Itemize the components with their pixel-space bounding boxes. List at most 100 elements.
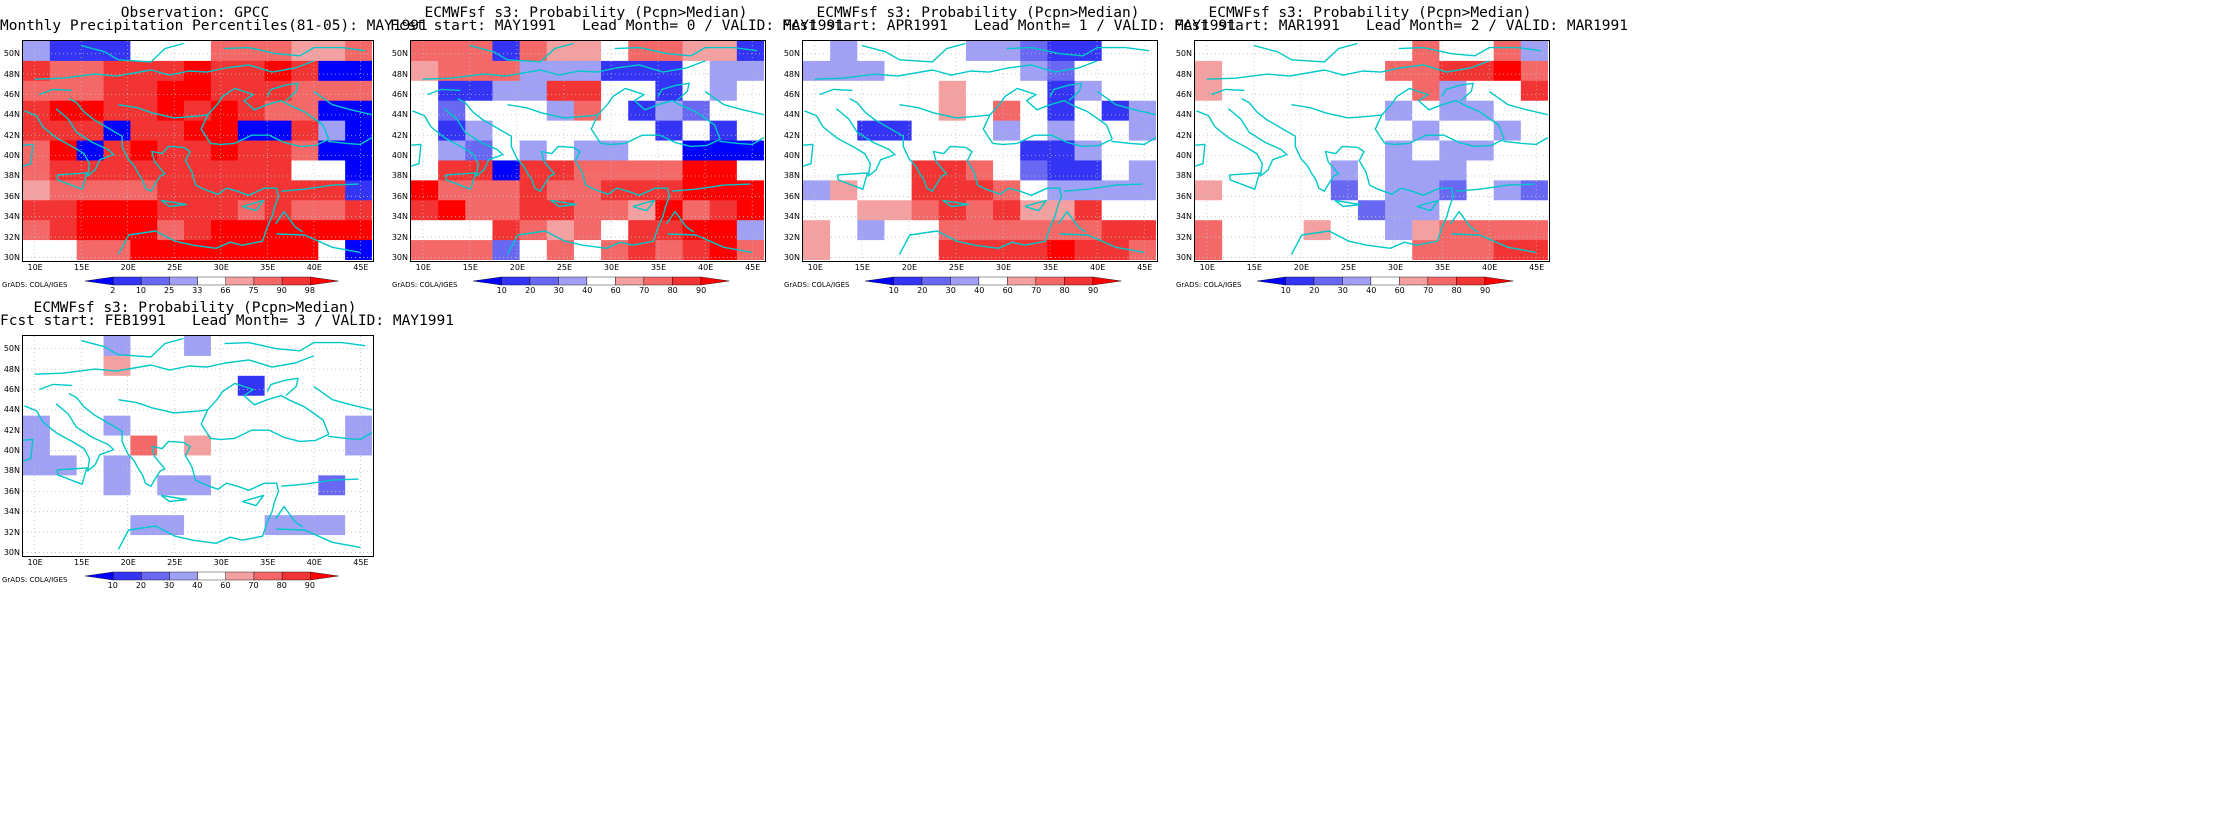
grid-cell (210, 475, 239, 496)
grid-cell (736, 220, 764, 241)
grid-cell (519, 140, 548, 161)
coastline (899, 104, 990, 119)
grid-cell (993, 220, 1021, 241)
x-tick-label: 45E (353, 263, 369, 272)
grid-cell (103, 41, 131, 62)
grid-cell (1357, 41, 1386, 62)
colorbar-label: 30 (553, 286, 564, 295)
grid-cell (291, 220, 319, 241)
colorbar-swatch (84, 571, 113, 581)
coastline (275, 505, 304, 528)
coastline (266, 82, 299, 102)
grid-cell (49, 355, 78, 377)
grid-cell (103, 475, 131, 496)
grid-cell (993, 180, 1021, 201)
grid-cell (291, 80, 319, 102)
coastline (39, 383, 72, 391)
coastline (200, 87, 330, 144)
grid-cell (1439, 100, 1468, 122)
grads-credit: GrADS: COLA/IGES (2, 576, 68, 584)
grid-cell (803, 80, 831, 102)
grid-cell (1412, 180, 1440, 201)
grid-cell (237, 455, 266, 476)
x-tick-label: 10E (27, 558, 43, 567)
map-panel-1: Observation: GPCC Monthly Precipitation … (0, 0, 428, 300)
colorbar-swatch (1285, 276, 1315, 286)
coastline (242, 494, 265, 507)
grid-cell (103, 80, 131, 102)
colorbar-label: 60 (1002, 286, 1013, 295)
grid-cell (103, 200, 131, 221)
grid-cell (184, 535, 212, 555)
colorbar-label: 25 (163, 286, 175, 295)
grid-cell (438, 120, 466, 142)
coastline (804, 108, 896, 177)
grid-cell (1276, 240, 1305, 260)
grid-cell (1303, 120, 1332, 142)
grid-cell (830, 60, 858, 82)
grid-cell (438, 80, 466, 102)
coastline (1049, 82, 1082, 102)
coastline (266, 377, 299, 397)
grid-cell (628, 180, 656, 201)
grid-cell (49, 120, 78, 142)
grid-cell (237, 41, 266, 62)
coastline (457, 97, 574, 192)
grid-cell (130, 336, 158, 357)
y-tick-label: 40N (783, 151, 800, 161)
coastline (819, 88, 853, 96)
grid-cell (938, 120, 967, 142)
colorbar-swatch (140, 571, 170, 581)
coastline (590, 87, 721, 144)
grid-cell (628, 80, 656, 102)
grid-cell (1357, 220, 1386, 241)
colorbar-swatch (140, 276, 170, 286)
grid-cell (23, 336, 51, 357)
grid-cell (130, 495, 158, 516)
y-tick-label: 42N (1175, 130, 1192, 140)
grid-cell (157, 475, 185, 496)
grid-cell (49, 495, 78, 516)
y-tick-label: 34N (3, 507, 20, 517)
grid-cell (736, 60, 764, 82)
colorbar-label: 90 (304, 581, 315, 590)
grid-cell (76, 100, 105, 122)
y-tick-label: 40N (3, 151, 20, 161)
grid-cell (911, 140, 940, 161)
map-canvas (23, 41, 372, 260)
grid-cell (1303, 140, 1332, 161)
grid-cell (291, 100, 319, 122)
grid-cell (1128, 200, 1156, 221)
grid-cell (411, 41, 439, 62)
grid-cell (803, 60, 831, 82)
colorbar-swatch (1371, 276, 1400, 286)
grid-cell (157, 515, 185, 536)
grid-cell (264, 336, 292, 357)
grid-cell (49, 140, 78, 161)
map-plot-area (1194, 40, 1550, 262)
coastline (1291, 104, 1382, 119)
grid-cell (519, 100, 548, 122)
x-tick-label: 40E (1482, 263, 1498, 272)
grid-cell (1303, 41, 1332, 62)
grid-cell (1101, 140, 1130, 161)
grid-cell (1222, 220, 1250, 241)
colorbar-label: 40 (582, 286, 593, 295)
grid-cell (184, 80, 212, 102)
grid-cell (318, 80, 346, 102)
grid-cell (884, 240, 913, 260)
coastline (56, 467, 88, 485)
colorbar-swatch (558, 276, 588, 286)
grid-cell (318, 455, 346, 476)
x-tick-label: 30E (603, 263, 620, 272)
grid-cell (291, 60, 319, 82)
coastline (836, 172, 869, 190)
grid-cell (736, 180, 764, 201)
coastline (210, 134, 329, 148)
y-tick-label: 38N (1175, 171, 1192, 181)
grid-cell (655, 200, 684, 221)
grid-cell (49, 475, 78, 496)
grid-cell (884, 220, 913, 241)
grid-cell (1466, 180, 1495, 201)
grid-cell (965, 180, 994, 201)
